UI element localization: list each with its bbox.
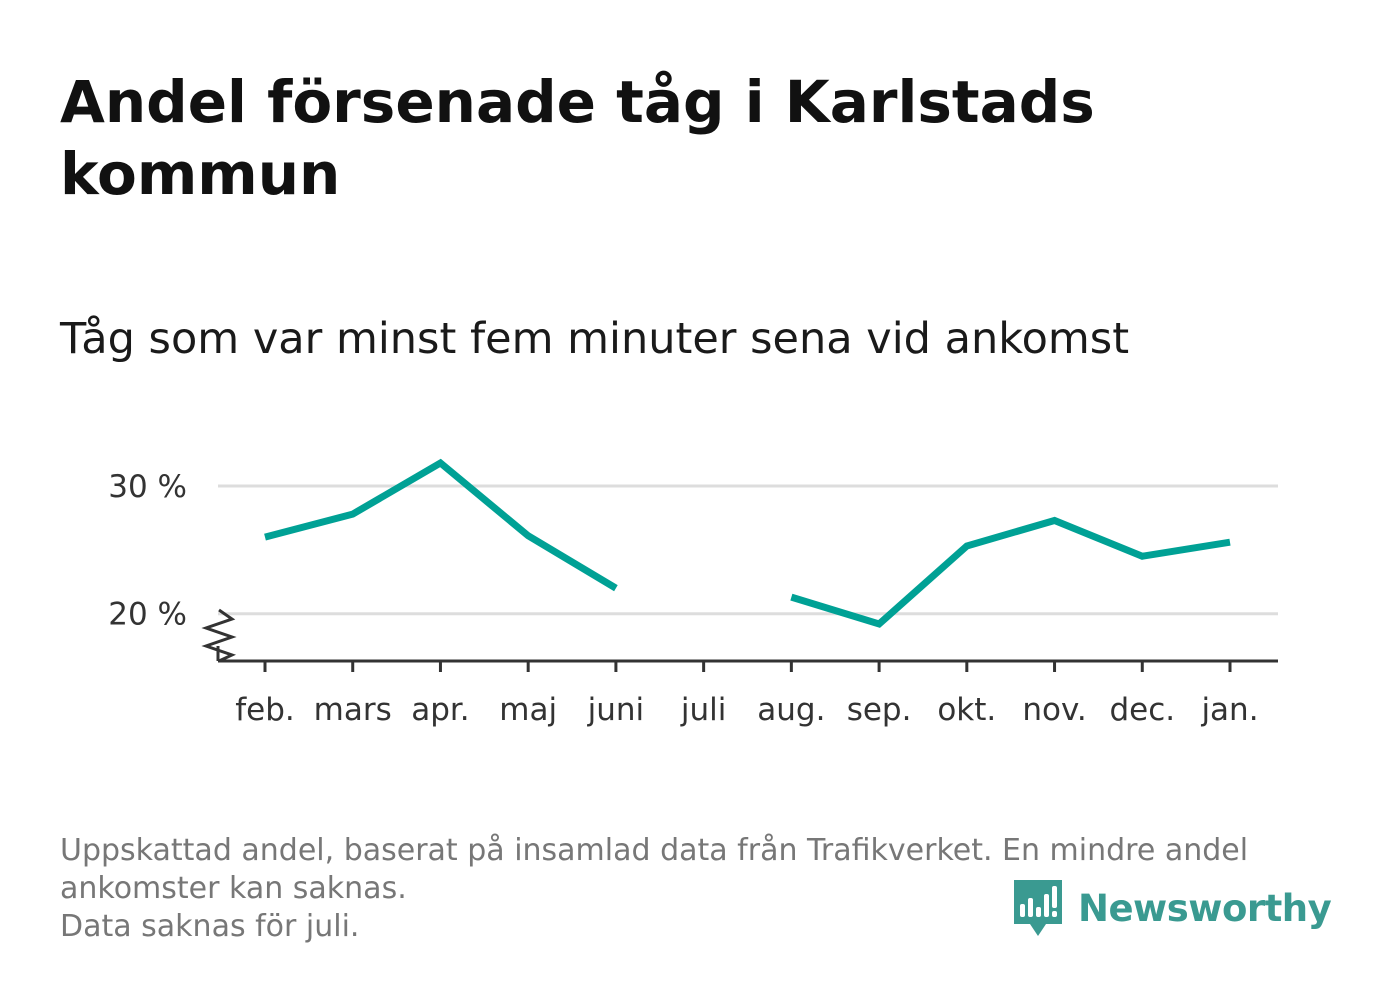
x-tick-label: sep. [847, 692, 912, 728]
x-tick-label: aug. [757, 692, 825, 728]
x-tick-label: nov. [1022, 692, 1086, 728]
x-tick-label: maj [499, 692, 557, 728]
series-line [264, 458, 618, 592]
series-line [790, 516, 1231, 628]
chart-title: Andel försenade tåg i Karlstads kommun [60, 68, 1095, 208]
brand-logo: Newsworthy [1012, 878, 1332, 938]
newsworthy-logo-icon [1014, 880, 1062, 936]
x-tick-label: mars [314, 692, 392, 728]
x-tick-label: feb. [235, 692, 295, 728]
x-tick-label: okt. [937, 692, 996, 728]
footnote: Uppskattad andel, baserat på insamlad da… [60, 832, 1320, 946]
x-ticks: feb. mars apr. maj juni juli aug. sep. okt. nov. d… [235, 661, 1259, 728]
footnote-line-1: Uppskattad andel, baserat på insamlad da… [60, 833, 1249, 868]
y-tick-labels: 20 % 30 % [108, 469, 187, 633]
x-tick-label: juni [587, 692, 645, 728]
footnote-line-2: ankomster kan saknas. [60, 871, 407, 906]
x-tick-label: apr. [411, 692, 469, 728]
y-tick-label: 30 % [108, 469, 187, 505]
brand-name: Newsworthy [1078, 886, 1332, 930]
axis-break-mark [201, 608, 237, 663]
x-tick-label: dec. [1109, 692, 1175, 728]
x-tick-label: jan. [1200, 692, 1258, 728]
y-tick-label: 20 % [108, 597, 187, 633]
data-series [264, 458, 1231, 628]
line-chart: 20 % 30 % feb. mars apr. maj juni juli aug. sep.… [108, 458, 1278, 728]
x-tick-label: juli [680, 692, 727, 728]
chart-subtitle: Tåg som var minst fem minuter sena vid a… [60, 314, 1130, 364]
footnote-line-3: Data saknas för juli. [60, 909, 360, 944]
